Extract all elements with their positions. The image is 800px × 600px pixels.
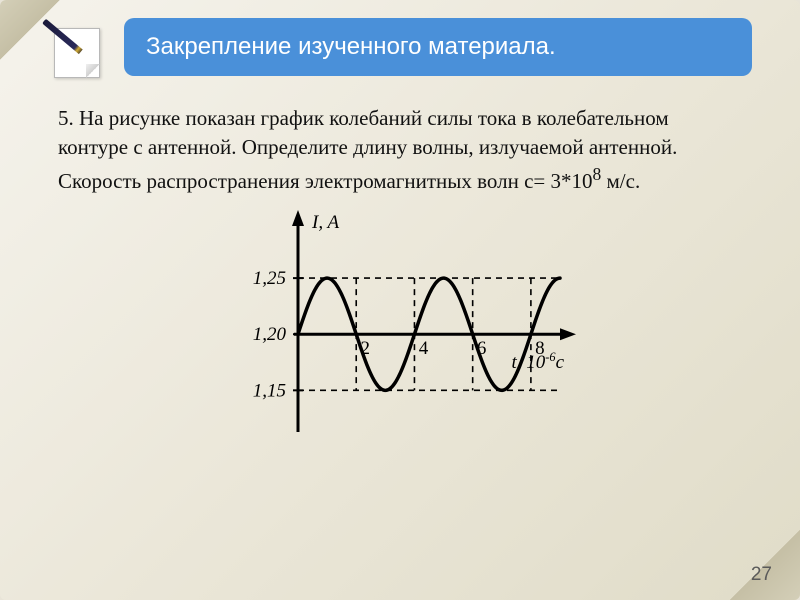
problem-body: На рисунке показан график колебаний силы… (58, 106, 677, 193)
svg-text:2: 2 (360, 338, 370, 359)
svg-text:1,25: 1,25 (253, 268, 286, 289)
chart-container: 1,251,201,152468I, At, 10-6с (48, 208, 752, 438)
header-row: Закрепление изученного материала. (48, 18, 752, 80)
oscillation-chart: 1,251,201,152468I, At, 10-6с (220, 208, 580, 438)
svg-text:4: 4 (419, 338, 429, 359)
note-pen-icon (48, 22, 106, 80)
speed-exponent: 8 (593, 164, 602, 184)
speed-units: м/с. (601, 169, 640, 193)
svg-text:6: 6 (477, 338, 487, 359)
svg-text:1,20: 1,20 (253, 324, 287, 345)
problem-text: 5. На рисунке показан график колебаний с… (48, 104, 752, 196)
svg-text:t, 10-6с: t, 10-6с (511, 350, 564, 373)
svg-text:I, A: I, A (311, 212, 339, 233)
problem-number: 5. (58, 106, 74, 130)
svg-text:1,15: 1,15 (253, 380, 286, 401)
page-number: 27 (751, 564, 772, 586)
slide-title: Закрепление изученного материала. (124, 18, 752, 76)
